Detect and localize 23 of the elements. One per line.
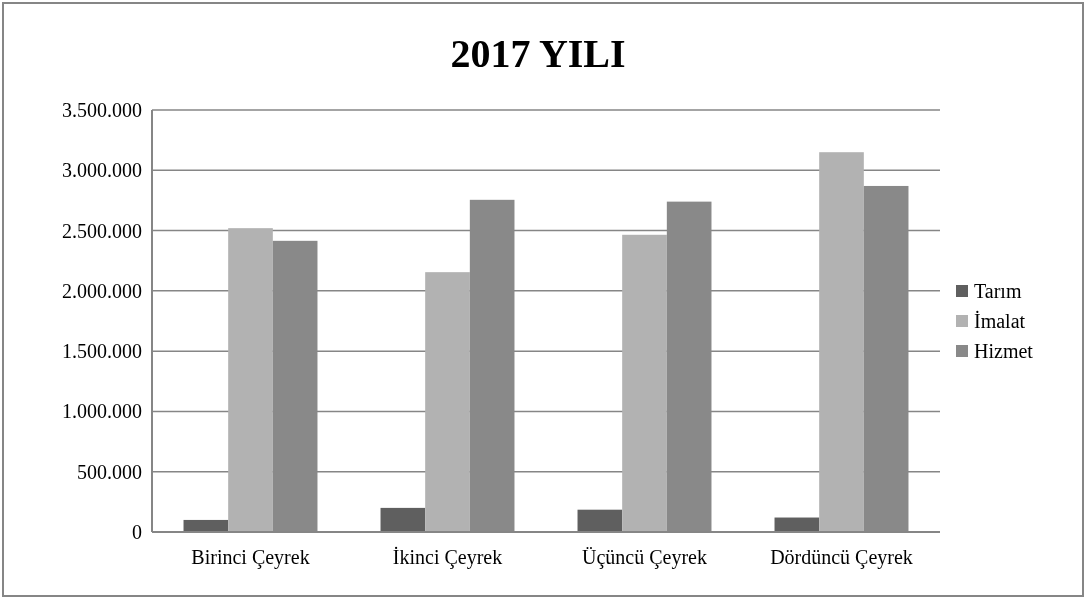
- y-tick-label: 1.500.000: [62, 340, 142, 363]
- bar: [380, 507, 426, 532]
- bar: [622, 234, 667, 532]
- bar: [425, 272, 470, 532]
- x-tick-label: Dördüncü Çeyrek: [770, 546, 913, 569]
- bar: [228, 228, 273, 532]
- chart-title: 2017 YILI: [450, 31, 626, 76]
- x-tick-label: Üçüncü Çeyrek: [582, 546, 707, 569]
- y-tick-label: 500.000: [77, 460, 142, 483]
- y-tick-label: 1.000.000: [62, 400, 142, 423]
- y-tick-label: 3.500.000: [62, 99, 142, 121]
- legend-label: Hizmet: [974, 340, 1034, 362]
- y-tick-label: 0: [132, 521, 142, 543]
- y-tick-label: 2.000.000: [62, 279, 142, 302]
- bar: [819, 152, 864, 532]
- legend-label: Tarım: [974, 280, 1022, 302]
- legend-label: İmalat: [974, 310, 1026, 332]
- x-tick-label: İkinci Çeyrek: [392, 546, 503, 569]
- y-tick-label: 2.500.000: [62, 219, 142, 242]
- x-tick-label: Birinci Çeyrek: [191, 546, 310, 569]
- bar: [183, 519, 229, 532]
- bar: [577, 509, 623, 532]
- y-tick-label: 3.000.000: [62, 159, 142, 182]
